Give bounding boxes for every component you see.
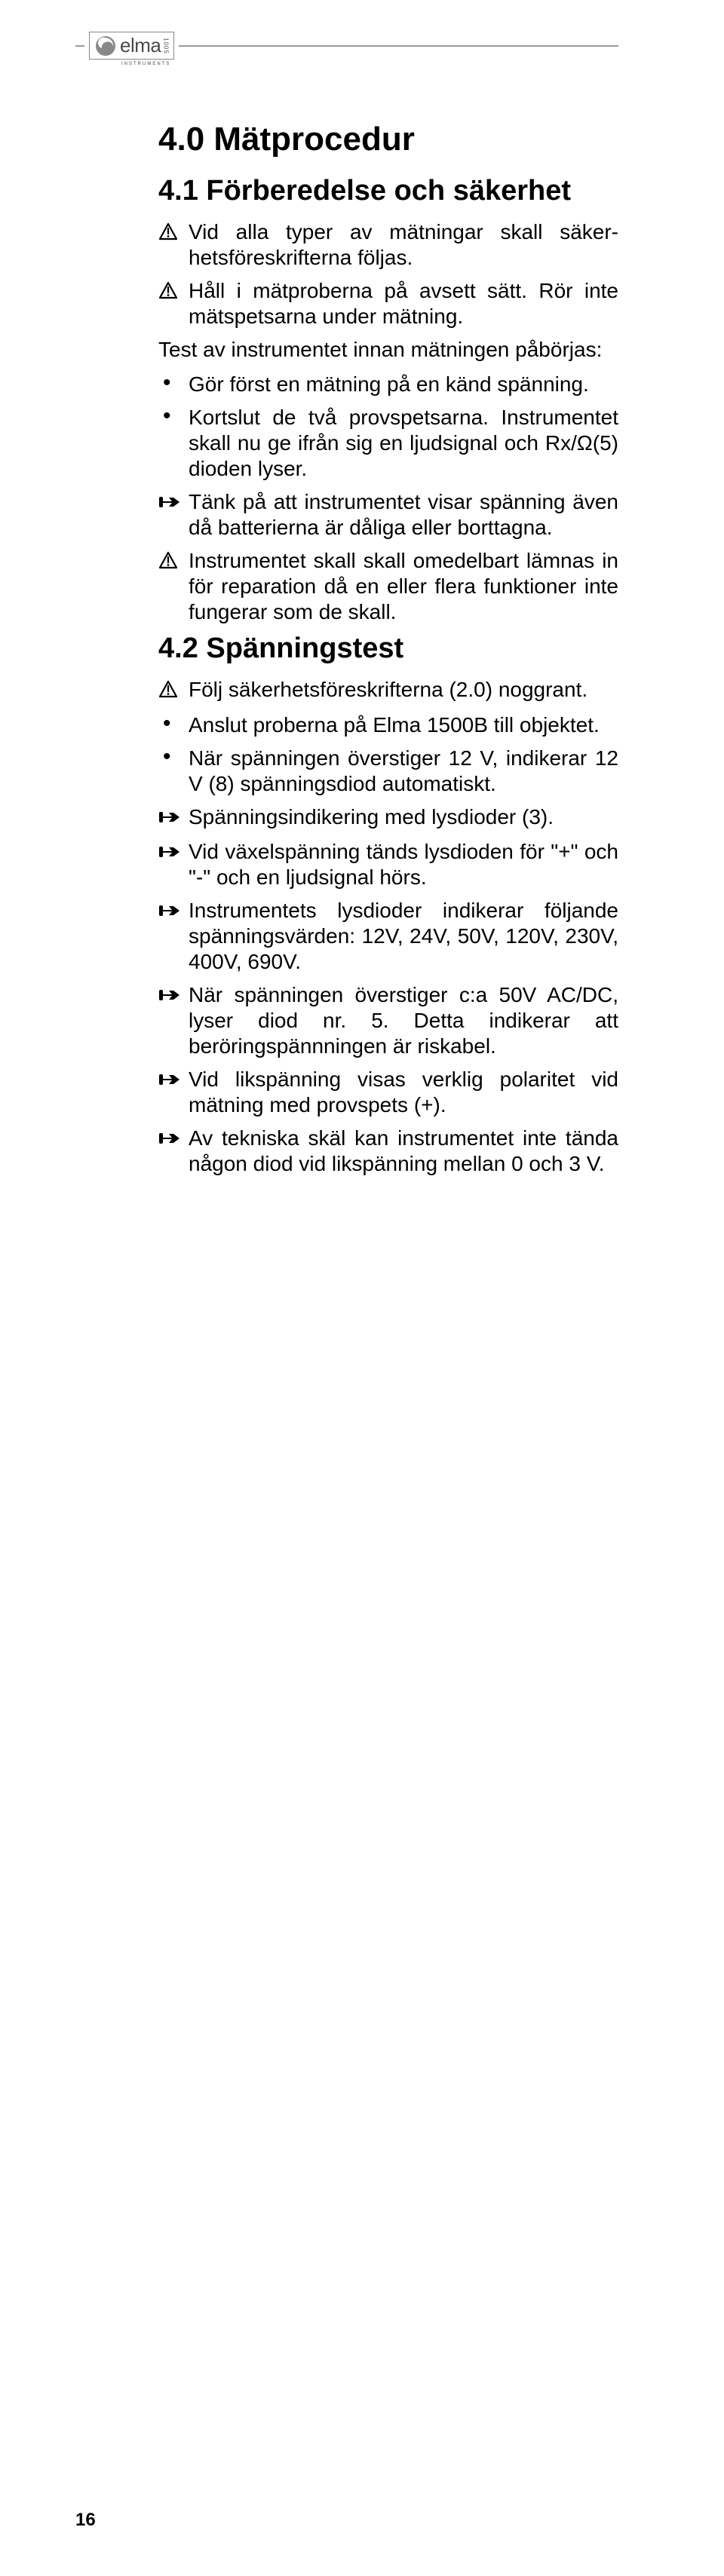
list-item: Vid växelspänning tänds lysdioden för "+… xyxy=(158,839,618,890)
list-item: Vid alla typer av mätningar skall säker­… xyxy=(158,219,618,271)
list-item: Instrumentet skall skall omedelbart läm­… xyxy=(158,548,618,625)
header-rule-right xyxy=(179,45,618,47)
list-item: Spänningsindikering med lysdioder (3). xyxy=(158,804,618,832)
page: elma 1005 INSTRUMENTS 4.0 Mätprocedur 4.… xyxy=(0,0,724,2576)
paragraph: Test av instrumentet innan mätningen påb… xyxy=(158,337,618,363)
logo-swirl-icon xyxy=(94,35,117,57)
list-item: • När spänningen överstiger 12 V, indike… xyxy=(158,746,618,797)
item-text: Kortslut de två provspetsarna. Instrumen… xyxy=(189,405,618,482)
hand-icon xyxy=(158,898,189,925)
bullet-icon: • xyxy=(158,372,189,394)
list-item: Följ säkerhetsföreskrifterna (2.0) nog­g… xyxy=(158,677,618,705)
list-item: • Kortslut de två provspetsarna. Instrum… xyxy=(158,405,618,482)
heading-2-prep: 4.1 Förberedelse och säkerhet xyxy=(158,175,618,207)
item-text: Håll i mätproberna på avsett sätt. Rör i… xyxy=(189,278,618,329)
warning-icon xyxy=(158,278,189,306)
header: elma 1005 INSTRUMENTS xyxy=(75,32,618,60)
bullet-icon: • xyxy=(158,405,189,427)
list-item: Instrumentets lysdioder indikerar följan… xyxy=(158,898,618,975)
hand-icon xyxy=(158,839,189,866)
page-number: 16 xyxy=(75,2510,96,2531)
header-rule-left xyxy=(75,45,84,47)
warning-icon xyxy=(158,677,189,705)
hand-icon xyxy=(158,1067,189,1094)
list-item: Av tekniska skäl kan instrumentet inte t… xyxy=(158,1126,618,1177)
list-item: Tänk på att instrumentet visar spänning … xyxy=(158,489,618,541)
item-text: Av tekniska skäl kan instrumentet inte t… xyxy=(189,1126,618,1177)
item-text: Vid alla typer av mätningar skall säker­… xyxy=(189,219,618,271)
item-text: Vid likspänning visas verklig polaritet … xyxy=(189,1067,618,1118)
logo-side-text: 1005 xyxy=(162,38,169,54)
hand-icon xyxy=(158,982,189,1009)
heading-1: 4.0 Mätprocedur xyxy=(158,121,618,158)
item-text: När spänningen överstiger c:a 50V AC/DC,… xyxy=(189,982,618,1059)
list-item: • Gör först en mätning på en känd spän­n… xyxy=(158,372,618,397)
list-item: Håll i mätproberna på avsett sätt. Rör i… xyxy=(158,278,618,329)
list-item: • Anslut proberna på Elma 1500B till obj… xyxy=(158,712,618,738)
item-text: Instrumentet skall skall omedelbart läm­… xyxy=(189,548,618,625)
logo: elma 1005 INSTRUMENTS xyxy=(89,32,174,60)
bullet-icon: • xyxy=(158,746,189,768)
warning-icon xyxy=(158,548,189,576)
heading-2-voltage: 4.2 Spänningstest xyxy=(158,633,618,665)
bullet-icon: • xyxy=(158,712,189,735)
item-text: Gör först en mätning på en känd spän­nin… xyxy=(189,372,618,397)
hand-icon xyxy=(158,489,189,516)
item-text: Vid växelspänning tänds lysdioden för "+… xyxy=(189,839,618,890)
logo-text: elma xyxy=(120,34,161,57)
item-text: Instrumentets lysdioder indikerar följan… xyxy=(189,898,618,975)
logo-subtext: INSTRUMENTS xyxy=(121,62,170,66)
item-text: Tänk på att instrumentet visar spänning … xyxy=(189,489,618,541)
item-text: Anslut proberna på Elma 1500B till objek… xyxy=(189,712,618,738)
list-item: När spänningen överstiger c:a 50V AC/DC,… xyxy=(158,982,618,1059)
content: 4.0 Mätprocedur 4.1 Förberedelse och säk… xyxy=(158,121,618,1177)
item-text: Spänningsindikering med lysdioder (3). xyxy=(189,804,618,830)
list-item: Vid likspänning visas verklig polaritet … xyxy=(158,1067,618,1118)
item-text: När spänningen överstiger 12 V, indikera… xyxy=(189,746,618,797)
warning-icon xyxy=(158,219,189,247)
hand-icon xyxy=(158,804,189,832)
hand-icon xyxy=(158,1126,189,1153)
item-text: Följ säkerhetsföreskrifterna (2.0) nog­g… xyxy=(189,677,618,703)
